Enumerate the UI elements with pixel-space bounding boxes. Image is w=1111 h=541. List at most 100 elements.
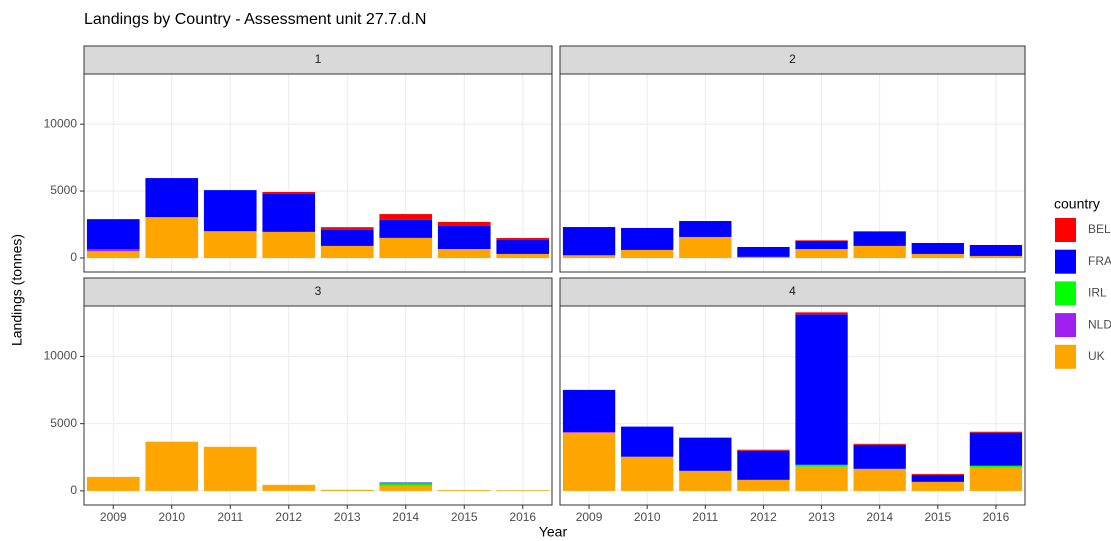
panel-border: [83, 73, 553, 273]
y-tick-label: 0: [70, 250, 77, 264]
bar-segment: [379, 219, 433, 238]
legend-label: UK: [1088, 349, 1105, 363]
bar-segment: [562, 432, 616, 491]
bar-segment: [320, 229, 374, 246]
bar-segment: [562, 227, 616, 256]
bar-segment: [737, 256, 790, 258]
x-tick-label: 2013: [334, 510, 361, 524]
bar-segment: [203, 190, 257, 232]
bar-segment: [795, 314, 848, 465]
bar-segment: [679, 437, 732, 471]
strip-label: 3: [315, 284, 322, 298]
bar-segment: [496, 253, 550, 258]
bar-segment: [320, 227, 374, 230]
bar-segment: [969, 467, 1023, 491]
bar-segment: [496, 240, 550, 254]
x-tick-label: 2011: [692, 510, 718, 524]
bar-segment: [853, 231, 906, 246]
strip: [83, 45, 553, 75]
x-tick-label: 2016: [509, 510, 536, 524]
legend-label: NLD: [1088, 317, 1111, 331]
bar-segment: [379, 483, 433, 486]
x-tick-label: 2015: [924, 510, 951, 524]
bar-segment: [379, 485, 433, 491]
bar-segment: [203, 231, 257, 258]
bar-segment: [621, 426, 674, 457]
bar-segment: [969, 465, 1023, 468]
bar-segment: [795, 464, 848, 467]
x-tick-label: 2012: [750, 510, 777, 524]
x-tick-label: 2010: [634, 510, 661, 524]
bar-segment: [737, 450, 790, 480]
y-tick-label: 0: [70, 483, 77, 497]
x-tick-label: 2015: [451, 510, 478, 524]
bar-segment: [679, 470, 732, 491]
bar-segment: [795, 248, 848, 258]
x-tick-label: 2014: [866, 510, 893, 524]
legend-label: IRL: [1088, 286, 1107, 300]
strip: [559, 277, 1026, 307]
bar-segment: [437, 225, 491, 249]
bar-segment: [145, 217, 199, 258]
bar-segment: [969, 431, 1023, 433]
y-tick-label: 10000: [44, 116, 78, 130]
bar-segment: [320, 245, 374, 258]
strip-label: 4: [789, 284, 796, 298]
bar-segment: [795, 466, 848, 491]
x-tick-label: 2014: [392, 510, 419, 524]
y-tick-label: 5000: [50, 183, 77, 197]
legend-swatch: [1055, 249, 1076, 274]
bar-segment: [203, 446, 257, 491]
bar-segment: [795, 240, 848, 249]
bar-segment: [496, 490, 550, 491]
bar-segment: [379, 214, 433, 220]
bar-segment: [911, 481, 964, 491]
bar-segment: [853, 468, 906, 491]
bar-segment: [911, 253, 964, 258]
bar-segment: [853, 443, 906, 445]
bar-segment: [621, 249, 674, 258]
bar-segment: [853, 231, 906, 232]
bar-segment: [969, 244, 1023, 256]
strip: [83, 277, 553, 307]
bar-segment: [86, 251, 140, 258]
bar-segment: [86, 219, 140, 250]
bar-segment: [679, 236, 732, 258]
x-tick-label: 2012: [275, 510, 302, 524]
bar-segment: [737, 449, 790, 451]
legend-label: BEL: [1088, 222, 1111, 236]
y-tick-label: 5000: [50, 416, 77, 430]
bar-segment: [262, 484, 316, 491]
x-axis-title: Year: [539, 524, 568, 540]
chart-title: Landings by Country - Assessment unit 27…: [84, 11, 426, 28]
bar-segment: [379, 237, 433, 258]
bar-segment: [562, 255, 616, 258]
bar-segment: [145, 178, 199, 218]
legend-swatch: [1055, 281, 1076, 306]
bar-segment: [262, 194, 316, 232]
panel-border: [559, 73, 1026, 273]
bar-segment: [737, 246, 790, 257]
bar-segment: [86, 476, 140, 491]
bar-segment: [737, 479, 790, 491]
bar-segment: [145, 441, 199, 491]
legend-label: FRA: [1088, 254, 1111, 268]
legend-swatch: [1055, 313, 1076, 338]
strip-label: 2: [789, 52, 796, 66]
x-tick-label: 2011: [217, 510, 243, 524]
bar-segment: [437, 221, 491, 226]
bar-segment: [679, 221, 732, 237]
legend-swatch: [1055, 218, 1076, 242]
bar-segment: [795, 240, 848, 241]
bar-segment: [86, 249, 140, 252]
bar-segment: [262, 231, 316, 258]
bar-segment: [853, 444, 906, 469]
bar-segment: [621, 456, 674, 491]
bar-segment: [795, 312, 848, 315]
bar-segment: [320, 489, 374, 491]
bar-segment: [911, 473, 964, 475]
x-tick-label: 2010: [158, 510, 185, 524]
x-tick-label: 2016: [983, 510, 1010, 524]
bar-segment: [437, 490, 491, 491]
bar-segment: [621, 227, 674, 250]
